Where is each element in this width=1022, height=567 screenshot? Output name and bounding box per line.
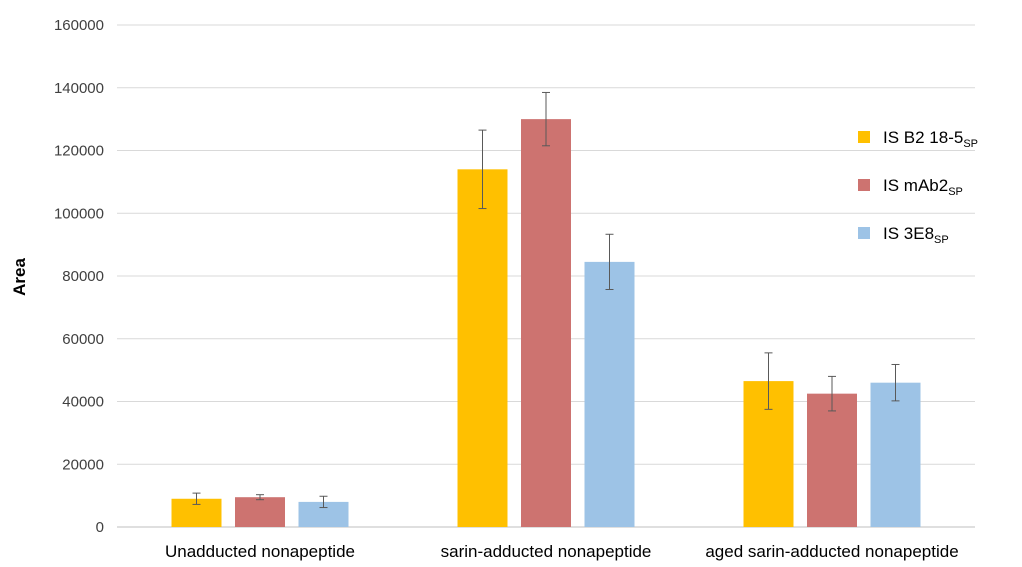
legend-series-subscript: SP: [934, 234, 949, 246]
legend-series-subscript: SP: [948, 186, 963, 198]
bar: [457, 169, 508, 527]
bar: [521, 119, 571, 527]
y-tick-label: 160000: [54, 17, 104, 34]
y-tick-label: 20000: [62, 456, 104, 473]
x-category-label: aged sarin-adducted nonapeptide: [705, 542, 958, 561]
bar: [235, 497, 285, 527]
y-axis-label: Area: [10, 258, 29, 296]
legend-swatch: [858, 179, 870, 191]
y-tick-label: 120000: [54, 143, 104, 160]
y-tick-label: 40000: [62, 394, 104, 411]
bar: [807, 393, 857, 527]
legend-series-subscript: SP: [963, 138, 978, 150]
error-bars: [192, 91, 900, 509]
legend-label: IS 3E8SP: [883, 224, 949, 246]
y-tick-label: 80000: [62, 268, 104, 285]
bars: [171, 119, 921, 527]
y-tick-label: 60000: [62, 331, 104, 348]
bar: [584, 261, 635, 527]
y-tick-label: 100000: [54, 205, 104, 222]
legend-swatch: [858, 131, 870, 143]
legend-series-name: IS mAb2: [883, 176, 948, 195]
legend-label: IS B2 18-5SP: [883, 128, 978, 150]
legend-swatch: [858, 227, 870, 239]
legend-series-name: IS B2 18-5: [883, 128, 963, 147]
y-tick-label: 140000: [54, 80, 104, 97]
x-category-label: sarin-adducted nonapeptide: [441, 542, 652, 561]
y-tick-label: 0: [96, 519, 104, 536]
bar: [870, 382, 921, 527]
legend-label: IS mAb2SP: [883, 176, 963, 198]
x-axis-categories: Unadducted nonapeptide sarin-adducted non…: [165, 542, 959, 561]
x-category-label: Unadducted nonapeptide: [165, 542, 355, 561]
legend-series-name: IS 3E8: [883, 224, 934, 243]
y-axis-ticks: 0 20000 40000 60000 80000 100000 120000 140000 1…: [54, 17, 104, 536]
